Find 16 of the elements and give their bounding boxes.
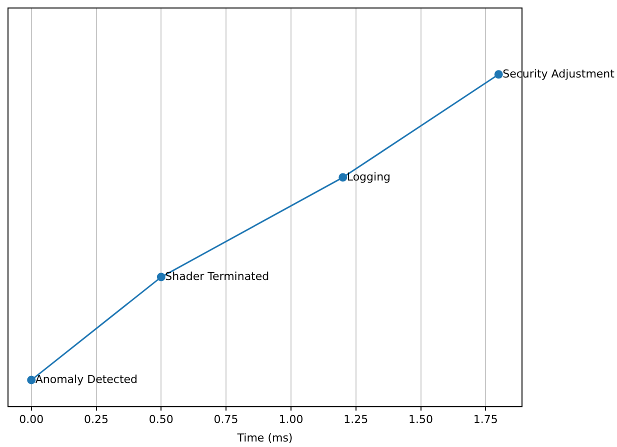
x-tick-label: 1.50 <box>408 413 434 426</box>
x-axis-title: Time (ms) <box>236 431 293 444</box>
point <box>494 70 503 79</box>
point <box>338 173 348 182</box>
x-tick-label: 1.75 <box>473 413 498 426</box>
x-tick-label: 0.25 <box>84 413 109 426</box>
point <box>156 272 166 282</box>
x-tick-label: 0.50 <box>148 413 174 426</box>
x-tick-label: 0.00 <box>19 413 44 426</box>
annotation: Anomaly Detected <box>35 372 138 386</box>
x-tick-label: 0.75 <box>214 413 238 426</box>
annotation: Logging <box>346 170 391 184</box>
x-tick-label: 1.25 <box>344 413 368 426</box>
point <box>27 376 36 384</box>
x-tick-label: 1.00 <box>278 413 304 426</box>
annotation: Shader Terminated <box>165 270 270 283</box>
